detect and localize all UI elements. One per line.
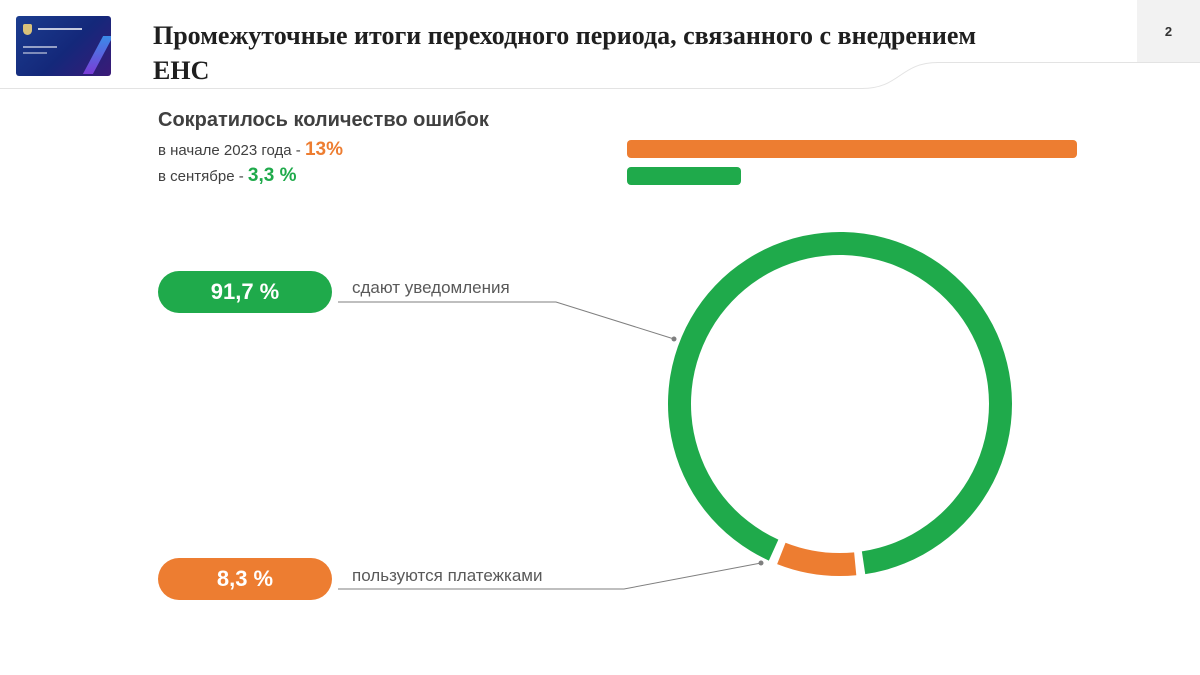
donut-slice-payment-orders <box>777 542 857 576</box>
errors-start-label: в начале 2023 года - <box>158 142 305 159</box>
leader-line-payment-orders <box>338 562 762 590</box>
leader-dot <box>671 336 677 342</box>
fns-logo <box>16 16 111 76</box>
payment-orders-label: пользуются платежками <box>352 566 543 585</box>
notifications-share-pill: 91,7 % <box>158 271 332 313</box>
errors-heading: Сократилось количество ошибок <box>158 109 489 131</box>
errors-start-line: в начале 2023 года - 13% <box>158 139 343 161</box>
errors-september-label: в сентябре - <box>158 168 248 185</box>
errors-start-value: 13% <box>304 139 343 160</box>
logo-text-line <box>23 52 47 54</box>
errors-bar-start <box>627 140 1077 158</box>
errors-september-value: 3,3 % <box>247 165 297 186</box>
errors-bar-september <box>627 167 742 185</box>
logo-text-line <box>23 46 57 48</box>
logo-text-line <box>38 28 82 30</box>
page-number: 2 <box>1137 0 1200 62</box>
errors-september-line: в сентябре - 3,3 % <box>158 165 296 187</box>
leader-dot <box>758 560 764 566</box>
payment-orders-share-pill: 8,3 % <box>158 558 332 600</box>
notifications-label: сдают уведомления <box>352 278 510 297</box>
page-title: Промежуточные итоги переходного периода,… <box>153 21 977 85</box>
emblem-icon <box>23 24 32 35</box>
donut-slice-notifications <box>668 231 1013 575</box>
header-divider <box>0 62 1200 89</box>
leader-line-notifications <box>338 301 675 340</box>
